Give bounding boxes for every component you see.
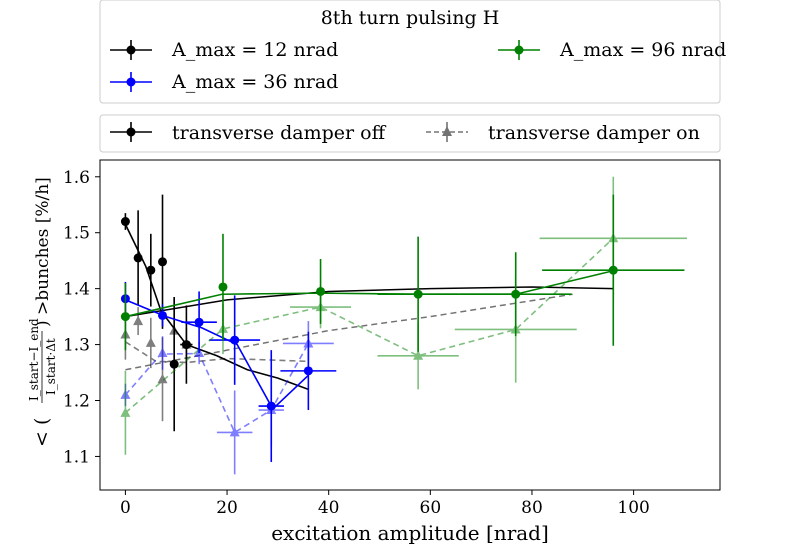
data-point [608,232,619,243]
y-axis-label-frac-den: I_start·Δt [44,338,58,395]
series-5 [120,176,687,455]
legend-amplitude: 8th turn pulsing H A_max = 12 nrad A_max… [99,0,726,104]
y-tick-label: 1.4 [63,280,90,300]
x-tick-label: 40 [318,498,340,518]
legend-entry-96nrad: A_max = 96 nrad [498,39,726,61]
data-point [303,337,314,348]
series-2 [120,281,337,463]
x-axis-label: excitation amplitude [nrad] [271,521,549,545]
data-point [120,407,131,417]
y-axis-label-prefix: < ( [31,418,53,447]
x-tick-label: 80 [521,498,543,518]
x-ticks: 0 20 40 60 80 100 [120,490,650,518]
y-ticks: 1.1 1.2 1.3 1.4 1.5 1.6 [63,168,100,467]
legend-entry-damper-on-label: transverse damper on [488,122,700,144]
data-point [181,339,192,349]
legend-amplitude-box [99,0,721,104]
data-point [413,289,423,299]
x-tick-label: 0 [120,498,131,518]
plot-frame [99,159,721,491]
data-point [194,347,205,357]
data-point [413,350,424,360]
data-point [169,325,180,335]
series-line [125,269,614,318]
data-point [120,312,130,322]
data-point [303,366,313,376]
legend-entry-96nrad-label: A_max = 96 nrad [559,39,726,61]
legend-entry-damper-off: transverse damper off [110,122,387,144]
series-4 [120,194,685,352]
data-point [145,337,156,347]
legend-entry-12nrad: A_max = 12 nrad [110,39,338,61]
y-tick-label: 1.6 [63,168,90,188]
data-point [217,323,228,333]
legend-entry-36nrad-label: A_max = 36 nrad [171,71,338,93]
data-point [315,301,326,312]
series-layer [120,176,687,475]
legend-amplitude-title: 8th turn pulsing H [321,7,500,29]
data-point [157,347,168,357]
x-tick-label: 100 [617,498,649,518]
x-tick-label: 20 [216,498,238,518]
y-axis-label: < ( I_start−I_end I_start·Δt ) >bunches … [27,177,58,447]
data-point [218,282,228,292]
legend-entry-36nrad: A_max = 36 nrad [110,71,338,93]
data-point [194,317,204,327]
y-tick-label: 1.2 [63,392,90,412]
series-line [124,237,614,414]
legend-entry-12nrad-label: A_max = 12 nrad [171,39,338,61]
data-point [158,310,168,320]
series-line [124,343,310,434]
data-point [133,253,143,263]
x-tick-label: 60 [420,498,442,518]
data-point [230,335,240,345]
data-point [120,217,130,227]
data-point [157,373,168,384]
series-0 [120,194,309,432]
y-tick-label: 1.3 [63,336,90,356]
data-point [133,315,144,326]
legend-entry-damper-on [426,122,468,142]
data-point [510,323,521,334]
y-axis-label-suffix: ) >bunches [%/h] [33,177,53,327]
data-point [229,426,240,437]
y-tick-label: 1.5 [63,224,90,244]
legend-damper-box [99,114,721,153]
y-tick-label: 1.1 [63,447,90,467]
legend-damper: transverse damper off transverse damper … [99,114,721,153]
data-point [146,265,156,275]
data-point [266,404,277,415]
y-axis-label-frac-num: I_start−I_end [27,318,41,401]
data-point [158,257,168,267]
legend-entry-damper-off-label: transverse damper off [172,122,387,144]
